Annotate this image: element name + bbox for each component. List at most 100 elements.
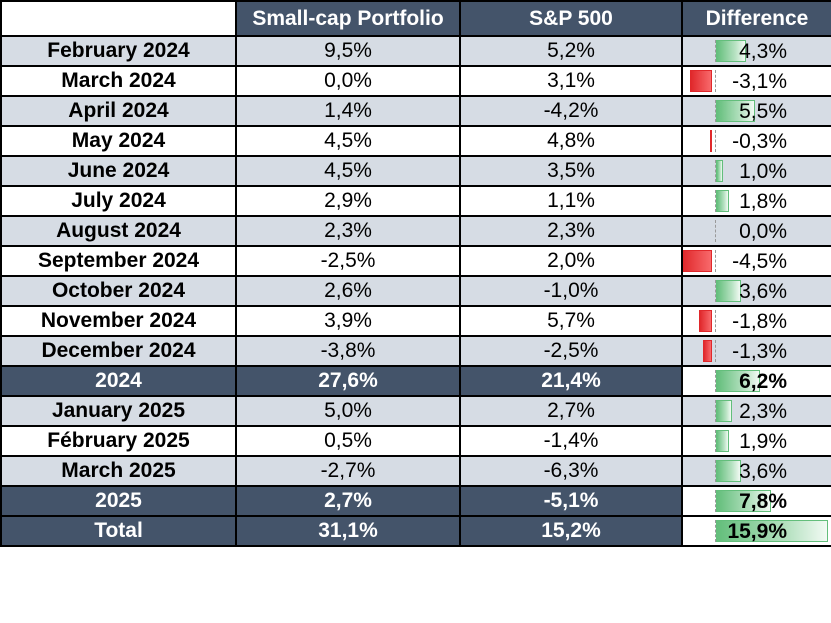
small-cap-value: 4,5% [235, 155, 461, 187]
performance-table: Small-cap Portfolio S&P 500 Difference F… [0, 0, 831, 547]
difference-cell: 7,8% [681, 485, 831, 517]
difference-value: 1,0% [739, 160, 787, 183]
positive-databar [716, 490, 771, 512]
header-sp500: S&P 500 [459, 0, 683, 37]
small-cap-value: 31,1% [235, 515, 461, 547]
negative-databar [710, 130, 712, 152]
difference-cell: 1,8% [681, 185, 831, 217]
difference-value: -1,8% [732, 310, 787, 333]
table-row: July 2024 2,9% 1,1% 1,8% [0, 185, 831, 217]
difference-value: 4,3% [739, 40, 787, 63]
table-row: March 2024 0,0% 3,1% -3,1% [0, 65, 831, 97]
small-cap-value: 1,4% [235, 95, 461, 127]
small-cap-value: 2,7% [235, 485, 461, 517]
positive-databar [716, 280, 741, 302]
difference-value: 5,5% [739, 100, 787, 123]
negative-databar [699, 310, 712, 332]
table-row: October 2024 2,6% -1,0% 3,6% [0, 275, 831, 307]
row-label: March 2025 [0, 455, 237, 487]
difference-cell: 3,6% [681, 455, 831, 487]
total-row: Total 31,1% 15,2% 15,9% [0, 515, 831, 547]
table-row: September 2024 -2,5% 2,0% -4,5% [0, 245, 831, 277]
difference-value: 3,6% [739, 280, 787, 303]
difference-cell: 5,5% [681, 95, 831, 127]
difference-cell: 6,2% [681, 365, 831, 397]
table-row: January 2025 5,0% 2,7% 2,3% [0, 395, 831, 427]
difference-value: -1,3% [732, 340, 787, 363]
databar-axis [715, 250, 716, 272]
small-cap-value: 3,9% [235, 305, 461, 337]
databar-axis [715, 280, 716, 302]
small-cap-value: 2,3% [235, 215, 461, 247]
table-row: May 2024 4,5% 4,8% -0,3% [0, 125, 831, 157]
small-cap-value: 4,5% [235, 125, 461, 157]
small-cap-value: 5,0% [235, 395, 461, 427]
small-cap-value: 0,0% [235, 65, 461, 97]
databar-axis [715, 190, 716, 212]
sp500-value: 1,1% [459, 185, 683, 217]
difference-cell: -1,8% [681, 305, 831, 337]
sp500-value: 2,7% [459, 395, 683, 427]
small-cap-value: -3,8% [235, 335, 461, 367]
sp500-value: 2,3% [459, 215, 683, 247]
row-label: December 2024 [0, 335, 237, 367]
databar-axis [715, 130, 716, 152]
difference-value: 7,8% [739, 490, 787, 513]
databar-axis [715, 70, 716, 92]
positive-databar [716, 400, 732, 422]
difference-cell: -0,3% [681, 125, 831, 157]
header-row: Small-cap Portfolio S&P 500 Difference [0, 0, 831, 37]
sp500-value: 3,1% [459, 65, 683, 97]
row-label: November 2024 [0, 305, 237, 337]
positive-databar [716, 370, 760, 392]
row-label: August 2024 [0, 215, 237, 247]
sp500-value: 5,7% [459, 305, 683, 337]
row-label: February 2024 [0, 35, 237, 67]
sp500-value: 4,8% [459, 125, 683, 157]
positive-databar [716, 100, 755, 122]
row-label: September 2024 [0, 245, 237, 277]
sp500-value: -6,3% [459, 455, 683, 487]
databar-axis [715, 220, 716, 242]
header-small-cap: Small-cap Portfolio [235, 0, 461, 37]
header-blank [0, 0, 237, 37]
databar-axis [715, 460, 716, 482]
difference-cell: 3,6% [681, 275, 831, 307]
small-cap-value: -2,5% [235, 245, 461, 277]
positive-databar [716, 430, 729, 452]
databar-axis [715, 400, 716, 422]
databar-axis [715, 40, 716, 62]
databar-axis [715, 520, 716, 542]
sp500-value: -5,1% [459, 485, 683, 517]
sp500-value: 2,0% [459, 245, 683, 277]
negative-databar [684, 250, 712, 272]
difference-value: 1,9% [739, 430, 787, 453]
positive-databar [716, 190, 729, 212]
databar-axis [715, 160, 716, 182]
difference-cell: 1,9% [681, 425, 831, 457]
table-row: June 2024 4,5% 3,5% 1,0% [0, 155, 831, 187]
positive-databar [716, 40, 746, 62]
small-cap-value: 27,6% [235, 365, 461, 397]
sp500-value: 21,4% [459, 365, 683, 397]
sp500-value: -4,2% [459, 95, 683, 127]
table-row: February 2024 9,5% 5,2% 4,3% [0, 35, 831, 67]
sp500-value: -1,0% [459, 275, 683, 307]
row-label: January 2025 [0, 395, 237, 427]
difference-value: -3,1% [732, 70, 787, 93]
difference-cell: 15,9% [681, 515, 831, 547]
difference-value: 2,3% [739, 400, 787, 423]
row-label: October 2024 [0, 275, 237, 307]
table-row: August 2024 2,3% 2,3% 0,0% [0, 215, 831, 247]
difference-value: -4,5% [732, 250, 787, 273]
databar-axis [715, 310, 716, 332]
difference-cell: 0,0% [681, 215, 831, 247]
difference-value: -0,3% [732, 130, 787, 153]
sp500-value: 3,5% [459, 155, 683, 187]
difference-value: 3,6% [739, 460, 787, 483]
difference-cell: 4,3% [681, 35, 831, 67]
sp500-value: -2,5% [459, 335, 683, 367]
positive-databar [716, 460, 741, 482]
table-row: Fébruary 2025 0,5% -1,4% 1,9% [0, 425, 831, 457]
row-label: May 2024 [0, 125, 237, 157]
